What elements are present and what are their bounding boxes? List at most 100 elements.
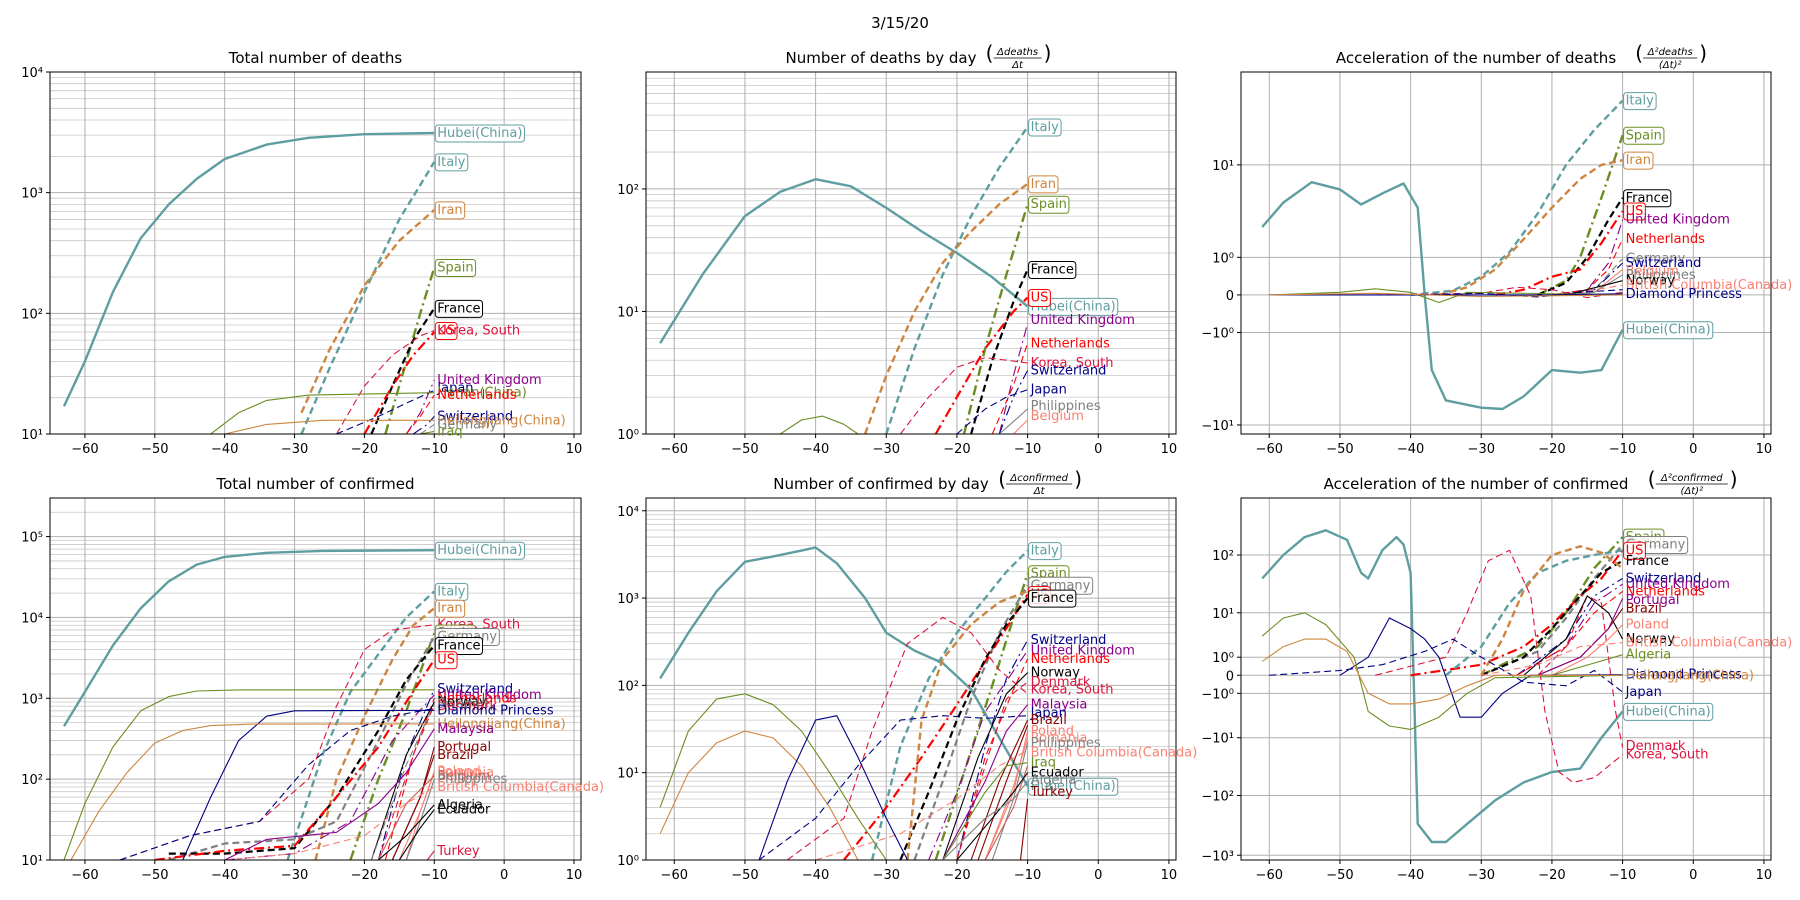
series-label-hubei-china: Hubei(China) [1626,704,1711,719]
x-tick-label: −30 [873,868,900,883]
series-line-philippines [998,408,1028,434]
series-label-netherlands: Netherlands [1031,652,1110,667]
series-label-belgium: Belgium [437,769,490,784]
title-paren-right: ) [1074,467,1082,491]
y-tick-label: 10¹ [617,767,639,782]
series-label-korea-south: Korea, South [437,324,520,339]
series-label-italy: Italy [1031,120,1060,135]
series-label-box [434,541,525,560]
x-tick-label: −40 [1397,868,1424,883]
series-line-colombia-canada [1566,284,1623,296]
x-tick-label: 10 [566,868,583,883]
series-line-united-kingdom [405,379,435,434]
series-label-netherlands: Netherlands [1626,584,1705,599]
series-line-belgium [377,775,435,860]
x-tick-label: −40 [211,868,238,883]
series-label-box [1028,289,1051,308]
x-tick-label: −40 [211,442,238,457]
series-line-united-kingdom [928,650,1029,860]
x-tick-label: 0 [1689,868,1697,883]
x-tick-label: −10 [1609,442,1636,457]
series-line-hubei-china [659,178,1029,344]
series-line-british-columbia-canada [1481,642,1623,676]
series-label-france: France [1031,263,1074,278]
title-fraction-den: (Δt)² [1659,60,1682,71]
series-label-brazil: Brazil [437,748,473,763]
y-tick-label: 10⁴ [21,66,43,81]
series-line-turkey [426,850,435,860]
title-paren-left: ( [986,41,994,65]
series-label-belgium: Belgium [1031,409,1084,424]
series-line-netherlands [991,343,1029,434]
series-label-british-columbia-canada: British Columbia(Canada) [1626,278,1793,293]
series-label-netherlands: Netherlands [437,691,516,706]
y-tick-label: 10¹ [1212,159,1234,174]
series-label-box [434,258,477,277]
x-tick-label: −50 [731,868,758,883]
series-line-norway [370,701,435,860]
series-line-germany [419,423,435,434]
y-tick-label: −10⁰ [1201,687,1234,702]
series-line-algeria [942,780,1029,860]
x-tick-label: 0 [500,442,508,457]
series-label-box [1623,151,1654,170]
series-label-romania: Romania [437,766,494,781]
series-line-germany [168,636,436,860]
series-line-portugal [977,725,1029,860]
series-label-iran: Iran [1626,153,1651,168]
plot-frame [49,71,582,435]
series-line-italy [300,161,436,434]
series-line-malaysia [1537,598,1624,676]
series-group [62,131,436,434]
x-tick-label: −10 [1609,868,1636,883]
series-label-hubei-china: Hubei(China) [1031,779,1116,794]
series-label-switzerland: Switzerland [1626,256,1702,271]
x-tick-label: −10 [421,442,448,457]
series-line-japan [1410,289,1623,298]
title-fraction-den: (Δt)² [1681,486,1704,497]
series-label-ecuador: Ecuador [437,803,491,818]
series-line-spain [934,573,1029,860]
title-fraction-num: Δ²deaths [1647,47,1693,58]
x-tick-label: −20 [943,442,970,457]
series-label-netherlands: Netherlands [1626,232,1705,247]
series-label-algeria: Algeria [437,798,483,813]
series-line-italy [286,590,436,860]
series-line-belgium [1013,419,1028,434]
series-label-spain: Spain [437,260,473,275]
plot-frame [645,71,1177,435]
series-label-poland: Poland [437,764,480,779]
series-label-hubei-china: Hubei(China) [1031,299,1116,314]
series-line-iran [1438,159,1623,297]
title-paren-left: ( [998,467,1006,491]
series-label-norway: Norway [1626,274,1676,289]
series-label-denmark: Denmark [1626,739,1686,754]
series-line-ecuador [956,772,1029,860]
series-label-brazil: Brazil [1626,601,1662,616]
series-label-malaysia: Malaysia [1031,698,1088,713]
series-label-united-kingdom: United Kingdom [437,373,541,388]
y-tick-label: 10² [21,773,43,788]
series-label-italy: Italy [1031,544,1060,559]
x-tick-label: −30 [281,868,308,883]
y-tick-label: −10¹ [1201,419,1234,434]
x-tick-label: −60 [1256,442,1283,457]
x-tick-label: 10 [1756,442,1773,457]
y-tick-label: 10⁵ [21,531,43,546]
series-line-hubei-china [659,546,1029,787]
panel-title: Number of deaths by day [786,49,977,67]
series-label-us: US [1626,543,1644,558]
series-line-switzerland [956,639,1029,860]
series-line-iran [300,208,436,414]
series-line-diamond-princess [1339,617,1623,718]
series-label-us: US [437,324,455,339]
series-line-philippines [405,778,435,860]
series-label-iran: Iran [437,203,462,218]
series-line-germany [913,584,1029,860]
series-line-spain [349,632,436,860]
series-label-france: France [1031,591,1074,606]
series-label-box [1623,541,1646,560]
series-label-philippines: Philippines [1626,268,1696,283]
series-label-box [434,322,458,341]
series-label-spain: Spain [1626,128,1662,143]
